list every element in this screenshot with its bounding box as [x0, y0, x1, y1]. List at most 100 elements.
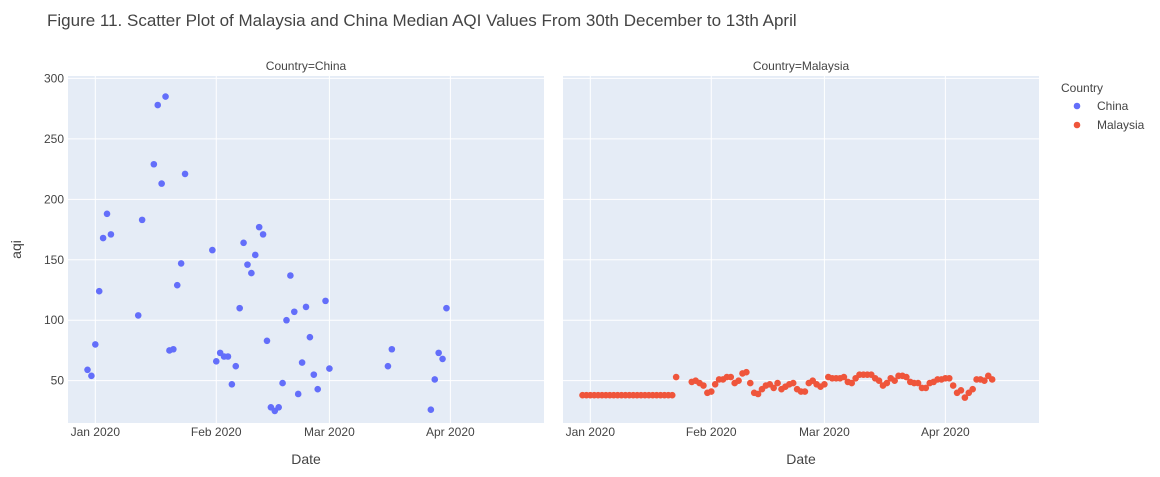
legend-title: Country [1061, 81, 1103, 95]
data-point [840, 373, 848, 381]
x-axis-title: Date [291, 451, 321, 467]
x-tick-label: Apr 2020 [426, 425, 475, 439]
data-point [431, 376, 439, 383]
data-point [988, 376, 996, 383]
data-point [232, 362, 240, 370]
facet-label: Country=China [266, 59, 347, 73]
x-axis-title: Date [786, 451, 816, 467]
data-point [727, 373, 735, 381]
x-tick-label: Jan 2020 [566, 425, 616, 439]
data-point [107, 231, 115, 238]
data-point [224, 353, 232, 360]
data-point [181, 170, 189, 178]
legend-entry-china[interactable]: China [1073, 99, 1129, 113]
x-tick-label: Mar 2020 [799, 425, 850, 439]
data-point [302, 303, 310, 311]
data-point [388, 345, 396, 353]
data-point [770, 384, 777, 392]
data-point [212, 358, 220, 365]
data-point [294, 390, 302, 398]
data-point [801, 388, 809, 395]
data-point [903, 373, 910, 381]
data-point [743, 368, 750, 376]
plot-background [563, 76, 1039, 423]
data-point [259, 231, 267, 238]
legend-marker [1073, 121, 1081, 129]
data-point [427, 406, 435, 414]
data-point [150, 160, 158, 168]
data-point [228, 381, 236, 388]
data-point [774, 379, 781, 387]
data-point [914, 379, 922, 387]
data-point [103, 210, 111, 218]
data-point [279, 379, 286, 387]
data-point [138, 216, 146, 224]
data-point [263, 337, 271, 345]
legend-entry-malaysia[interactable]: Malaysia [1073, 118, 1145, 132]
data-point [84, 366, 91, 374]
data-point [891, 377, 898, 384]
legend-label: China [1097, 99, 1129, 113]
data-point [177, 260, 185, 267]
legend-label: Malaysia [1097, 118, 1145, 132]
data-point [298, 359, 306, 366]
data-point [384, 362, 392, 370]
data-point [700, 382, 707, 389]
facet-panels: Jan 2020 Feb 2020 Mar 2020 Apr 2020 Country=… [44, 59, 1039, 467]
data-point [981, 377, 988, 384]
facet-panel-2: Jan 2020 Feb 2020 Mar 2020 Apr 2020 Country=… [563, 59, 1039, 467]
data-point [707, 388, 715, 395]
data-point [668, 391, 676, 399]
plot-background [68, 76, 544, 423]
chart-title: Figure 11. Scatter Plot of Malaysia and … [47, 11, 797, 30]
data-point [672, 373, 680, 381]
data-point [95, 287, 103, 295]
facet-label: Country=Malaysia [753, 59, 850, 73]
data-point [443, 304, 450, 312]
legend-marker [1073, 102, 1081, 110]
legend: Country China Malaysia [1061, 81, 1145, 132]
data-point [170, 345, 177, 353]
data-point [244, 261, 251, 268]
data-point [173, 281, 181, 289]
data-point [248, 269, 255, 277]
data-point [306, 333, 314, 341]
data-point [236, 304, 243, 312]
data-point [158, 180, 165, 187]
y-tick-label: 100 [44, 313, 64, 327]
x-tick-label: Jan 2020 [71, 425, 121, 439]
data-point [287, 272, 294, 279]
data-point [251, 251, 259, 259]
data-point [949, 382, 957, 389]
data-point [240, 239, 247, 247]
data-point [154, 101, 162, 109]
data-point [883, 379, 891, 387]
data-point [162, 93, 169, 100]
y-tick-label: 300 [44, 71, 64, 85]
data-point [290, 308, 298, 316]
data-point [957, 387, 965, 394]
data-point [88, 372, 95, 380]
data-point [875, 377, 883, 384]
data-point [945, 374, 953, 382]
y-tick-label: 150 [44, 253, 64, 267]
data-point [821, 381, 828, 388]
data-point [326, 365, 333, 372]
data-point [754, 390, 762, 398]
y-tick-label: 50 [51, 374, 65, 388]
x-tick-label: Mar 2020 [304, 425, 355, 439]
x-tick-label: Feb 2020 [686, 425, 737, 439]
data-point [746, 379, 754, 387]
facet-panel-1: Jan 2020 Feb 2020 Mar 2020 Apr 2020 Country=… [68, 59, 544, 467]
x-tick-label: Feb 2020 [191, 425, 242, 439]
data-point [435, 349, 442, 357]
y-tick-label: 250 [44, 132, 64, 146]
data-point [209, 246, 216, 254]
data-point [283, 316, 290, 324]
data-point [735, 377, 742, 384]
data-point [255, 223, 263, 231]
data-point [310, 371, 318, 378]
data-point [275, 403, 282, 411]
data-point [969, 385, 976, 393]
